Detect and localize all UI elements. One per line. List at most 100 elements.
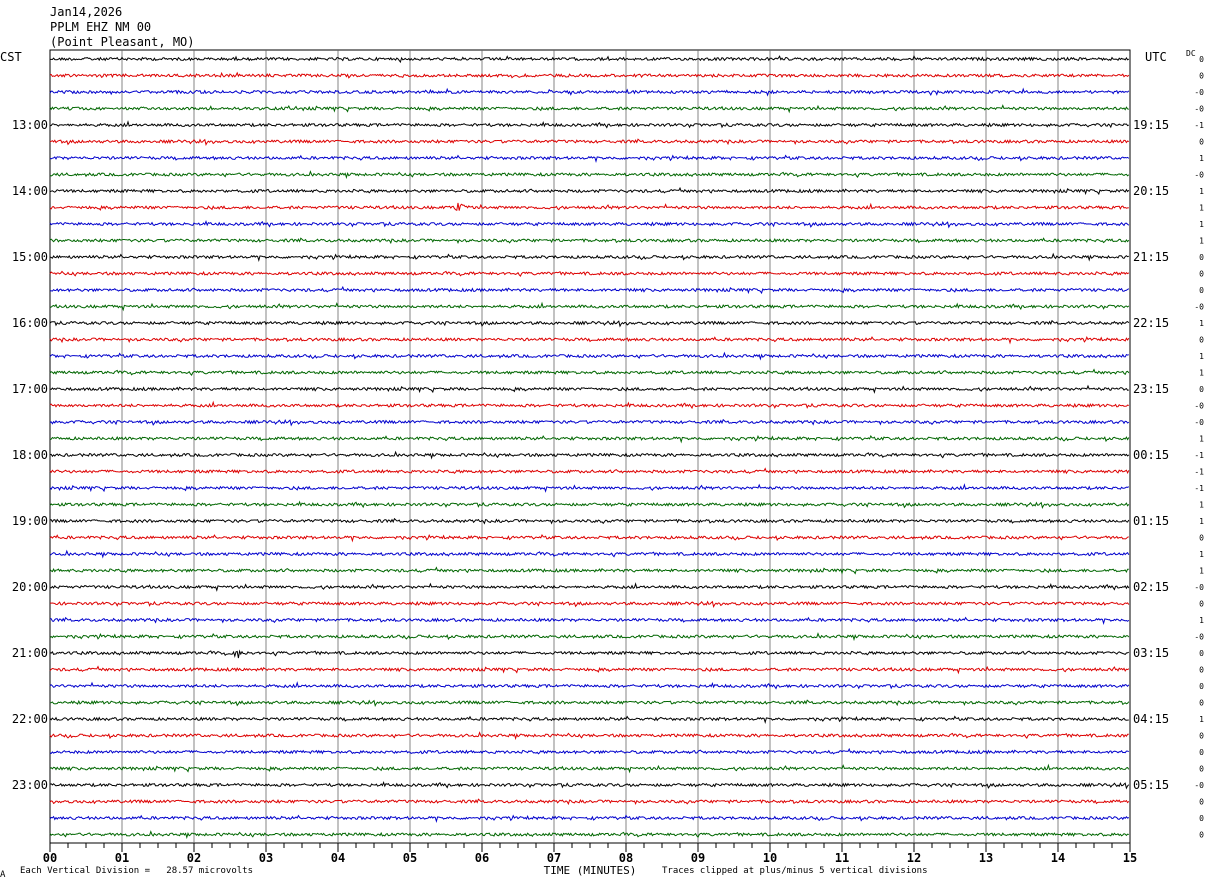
dc-offset-value: 1 <box>1199 204 1204 213</box>
dc-offset-value: -0 <box>1194 418 1204 427</box>
dc-offset-value: 0 <box>1199 55 1204 64</box>
dc-offset-value: -0 <box>1194 171 1204 180</box>
trace-line <box>49 649 1130 659</box>
trace-line <box>49 335 1130 345</box>
left-hour-label: 21:00 <box>12 646 48 660</box>
dc-offset-value: -1 <box>1194 451 1204 460</box>
dc-offset-value: 0 <box>1199 765 1204 774</box>
dc-offset-value: 0 <box>1199 682 1204 691</box>
dc-offset-value: 0 <box>1199 253 1204 262</box>
trace-line <box>49 533 1129 543</box>
right-hour-label: 02:15 <box>1133 580 1169 594</box>
dc-offset-value: 0 <box>1199 666 1204 675</box>
trace-line <box>49 220 1130 229</box>
x-axis-title: TIME (MINUTES) <box>544 864 637 877</box>
right-hour-label: 04:15 <box>1133 712 1169 726</box>
trace-line <box>49 202 1129 212</box>
left-hour-label: 22:00 <box>12 712 48 726</box>
trace-line <box>49 368 1130 376</box>
left-hour-label: 20:00 <box>12 580 48 594</box>
x-tick-label: 07 <box>547 851 561 865</box>
dc-offset-value: 0 <box>1199 798 1204 807</box>
trace-line <box>49 582 1130 592</box>
trace-line <box>49 830 1129 840</box>
right-hour-label: 01:15 <box>1133 514 1169 528</box>
dc-offset-value: 0 <box>1199 814 1204 823</box>
trace-line <box>49 549 1130 559</box>
trace-line <box>49 681 1130 690</box>
right-hour-label: 03:15 <box>1133 646 1169 660</box>
right-hour-label: 23:15 <box>1133 382 1169 396</box>
x-tick-label: 03 <box>259 851 273 865</box>
clip-note: Traces clipped at plus/minus 5 vertical … <box>662 866 928 876</box>
right-hour-label: 05:15 <box>1133 778 1169 792</box>
trace-line <box>49 170 1130 180</box>
trace-line <box>49 104 1129 114</box>
scale-note: Each Vertical Division = 28.57 microvolt… <box>20 866 253 876</box>
dc-offset-value: 1 <box>1199 616 1204 625</box>
trace-line <box>49 467 1130 475</box>
dc-offset-value: 1 <box>1199 501 1204 510</box>
x-tick-label: 13 <box>979 851 993 865</box>
dc-offset-value: 0 <box>1199 732 1204 741</box>
dc-offset-value: 1 <box>1199 567 1204 576</box>
dc-offset-value: 0 <box>1199 600 1204 609</box>
x-tick-label: 06 <box>475 851 489 865</box>
trace-line <box>49 186 1130 196</box>
dc-offset-value: -0 <box>1194 105 1204 114</box>
dc-offset-value: 0 <box>1199 72 1204 81</box>
trace-line <box>49 400 1129 410</box>
dc-offset-value: 1 <box>1199 517 1204 526</box>
dc-offset-header: DC <box>1186 49 1196 58</box>
right-hour-label: 20:15 <box>1133 184 1169 198</box>
dc-offset-value: 1 <box>1199 220 1204 229</box>
x-tick-label: 12 <box>907 851 921 865</box>
x-tick-label: 08 <box>619 851 633 865</box>
dc-offset-value: 0 <box>1199 286 1204 295</box>
left-timezone-label: CST <box>0 50 22 64</box>
dc-offset-value: 0 <box>1199 748 1204 757</box>
trace-line <box>49 270 1130 277</box>
dc-offset-value: 0 <box>1199 534 1204 543</box>
trace-line <box>49 699 1130 707</box>
left-hour-label: 19:00 <box>12 514 48 528</box>
grid <box>49 49 1131 844</box>
trace-line <box>49 450 1130 460</box>
left-hour-label: 23:00 <box>12 778 48 792</box>
trace-line <box>49 351 1129 361</box>
station-code: PPLM EHZ NM 00 <box>50 20 152 34</box>
dc-offset-value: -0 <box>1194 633 1204 642</box>
trace-line <box>49 763 1130 774</box>
trace-line <box>49 301 1130 312</box>
dc-offset-value: -0 <box>1194 303 1204 312</box>
trace-line <box>49 319 1130 328</box>
trace-line <box>49 665 1130 675</box>
dc-offset-value: -0 <box>1194 402 1204 411</box>
dc-offset-value: 1 <box>1199 369 1204 378</box>
x-tick-label: 14 <box>1051 851 1065 865</box>
x-tick-label: 01 <box>115 851 129 865</box>
right-hour-label: 19:15 <box>1133 118 1169 132</box>
trace-line <box>49 285 1130 295</box>
dc-offset-value: 0 <box>1199 270 1204 279</box>
dc-offset-value: -1 <box>1194 468 1204 477</box>
left-hour-label: 15:00 <box>12 250 48 264</box>
x-tick-label: 10 <box>763 851 777 865</box>
trace-line <box>49 71 1130 79</box>
dc-offset-value: -0 <box>1194 583 1204 592</box>
trace-line <box>49 798 1130 806</box>
x-tick-label: 02 <box>187 851 201 865</box>
station-location: (Point Pleasant, MO) <box>50 35 195 49</box>
corner-mark: A <box>0 870 6 880</box>
trace-line <box>49 517 1130 525</box>
right-hour-label: 22:15 <box>1133 316 1169 330</box>
dc-offset-value: 0 <box>1199 138 1204 147</box>
dc-offset-value: 1 <box>1199 352 1204 361</box>
dc-offset-value: -0 <box>1194 781 1204 790</box>
dc-offset-value: -0 <box>1194 88 1204 97</box>
trace-line <box>49 814 1130 823</box>
trace-line <box>49 566 1129 575</box>
trace-line <box>49 154 1130 163</box>
trace-line <box>49 384 1129 394</box>
